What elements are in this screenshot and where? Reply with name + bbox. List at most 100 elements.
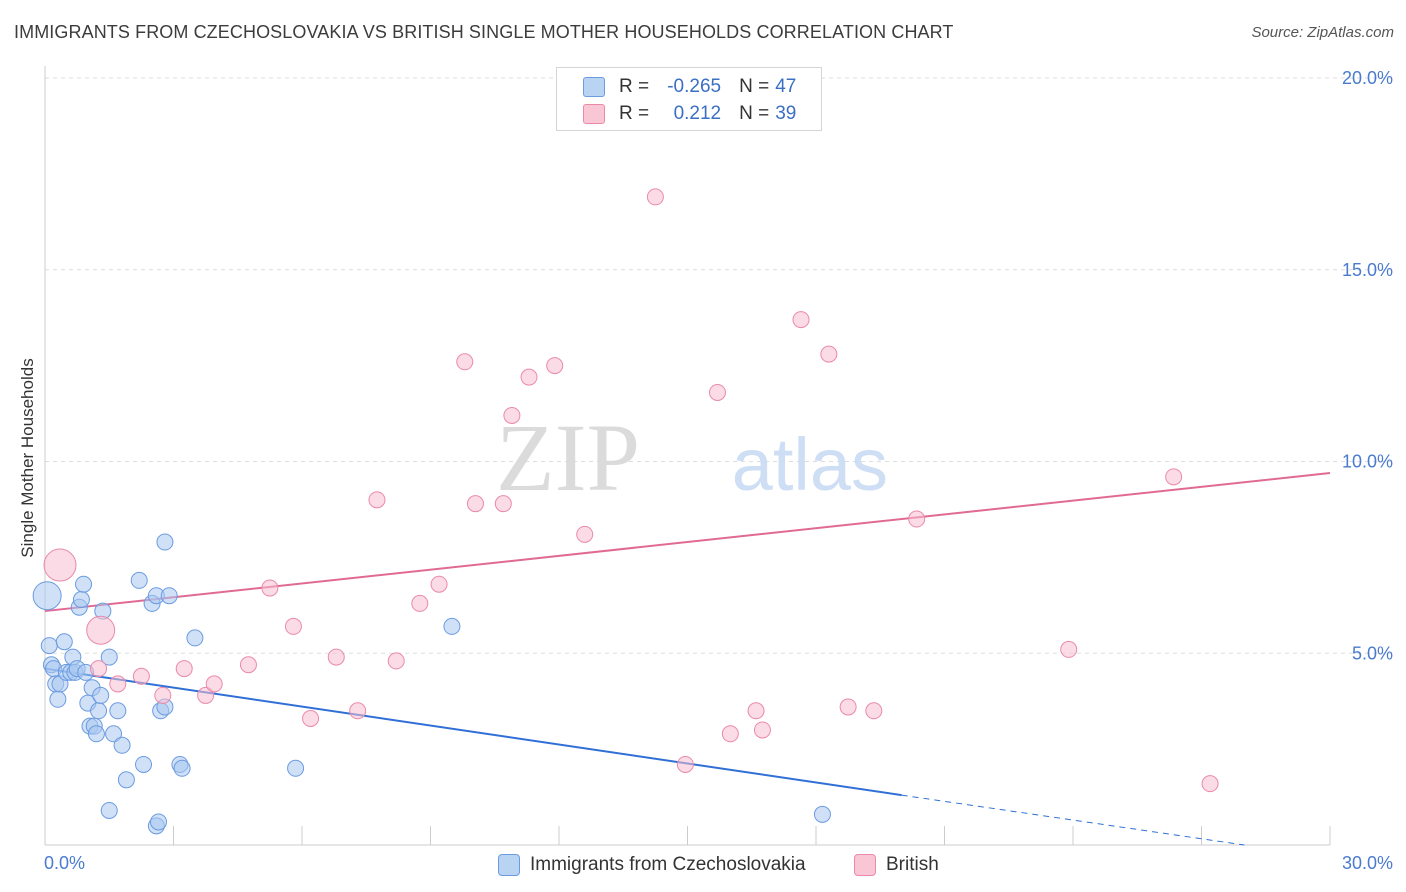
grid-lines	[45, 77, 1392, 654]
czechoslovakia-point	[150, 813, 168, 831]
watermark: ZIP atlas	[496, 404, 888, 511]
british-point	[327, 648, 345, 666]
czechoslovakia-point	[443, 617, 461, 635]
british-point	[908, 510, 926, 528]
czechoslovakia-point	[92, 686, 110, 704]
czechoslovakia-point	[75, 575, 93, 593]
british-point	[753, 721, 771, 739]
british-point	[175, 660, 193, 678]
czechoslovakia-point	[100, 801, 118, 819]
british-point	[239, 656, 257, 674]
legend-r-value: 0.212	[673, 103, 722, 124]
legend-r-label: R =	[619, 103, 650, 124]
czechoslovakia-point	[156, 533, 174, 551]
british-point	[747, 702, 765, 720]
legend-row-czechoslovakia: R = -0.265 N = 47	[557, 73, 796, 101]
british-point	[349, 702, 367, 720]
british-point	[132, 667, 150, 685]
british-point	[520, 368, 538, 386]
legend-n-value: 47	[775, 76, 797, 97]
y-tick-label: 10.0%	[1342, 452, 1393, 472]
british-point	[1201, 775, 1219, 793]
y-tick-label: 20.0%	[1342, 68, 1393, 88]
british-point	[546, 357, 564, 375]
british-point	[576, 525, 594, 543]
british-point	[261, 579, 279, 597]
british-point	[368, 491, 386, 509]
czechoslovakia-point	[130, 571, 148, 589]
british-point	[284, 617, 302, 635]
czechoslovakia-point	[135, 755, 153, 773]
y-tick-label: 5.0%	[1352, 643, 1393, 663]
watermark-atlas: atlas	[732, 423, 888, 506]
y-tick-label: 15.0%	[1342, 260, 1393, 280]
british-point	[90, 660, 108, 678]
czechoslovakia-point	[49, 690, 67, 708]
czechoslovakia-point	[113, 736, 131, 754]
legend-row-british: R = 0.212 N = 39	[557, 100, 796, 128]
blue-swatch-icon	[498, 854, 520, 876]
czechoslovakia-point	[173, 759, 191, 777]
czechoslovakia-point	[72, 591, 90, 609]
legend-r-value: -0.265	[667, 76, 722, 97]
czechoslovakia-point	[287, 759, 305, 777]
axes	[44, 66, 1331, 846]
british-point	[197, 686, 215, 704]
bottom-legend-czechoslovakia: Immigrants from Czechoslovakia	[498, 852, 806, 878]
british-point	[503, 406, 521, 424]
british-point	[205, 675, 223, 693]
czechoslovakia-point	[117, 771, 135, 789]
bottom-legend-british: British	[854, 852, 939, 878]
british-point	[154, 686, 172, 704]
tick-labels: 5.0% 10.0% 15.0% 20.0% 0.0% 30.0%	[44, 68, 1393, 873]
chart-title: IMMIGRANTS FROM CZECHOSLOVAKIA VS BRITIS…	[14, 22, 954, 42]
bottom-legend-label: Immigrants from Czechoslovakia	[530, 854, 806, 875]
data-points	[32, 188, 1219, 835]
czechoslovakia-trend-extension	[901, 794, 1245, 846]
british-point	[820, 345, 838, 363]
czechoslovakia-point	[40, 637, 58, 655]
british-point	[792, 311, 810, 329]
british-point	[387, 652, 405, 670]
czechoslovakia-point	[813, 805, 831, 823]
british-point	[646, 188, 664, 206]
czechoslovakia-point	[32, 581, 62, 611]
british-point	[1165, 468, 1183, 486]
trend-lines	[44, 472, 1331, 846]
british-point	[676, 755, 694, 773]
british-point	[302, 709, 320, 727]
british-point	[411, 594, 429, 612]
czechoslovakia-point	[87, 725, 105, 743]
blue-swatch-icon	[583, 77, 605, 97]
czechoslovakia-point	[105, 725, 123, 743]
czechoslovakia-point	[186, 629, 204, 647]
source-label: Source: ZipAtlas.com	[1251, 24, 1394, 41]
legend-n-value: 39	[775, 103, 797, 124]
british-point	[1060, 640, 1078, 658]
legend-n-label: N =	[739, 103, 770, 124]
british-point	[494, 495, 512, 513]
pink-swatch-icon	[854, 854, 876, 876]
british-point	[430, 575, 448, 593]
x-tick-label: 0.0%	[44, 853, 85, 873]
legend-r-label: R =	[619, 76, 650, 97]
watermark-zip: ZIP	[496, 404, 640, 511]
british-point	[43, 548, 77, 582]
czechoslovakia-point	[90, 702, 108, 720]
czechoslovakia-point	[55, 633, 73, 651]
british-point	[708, 383, 726, 401]
czechoslovakia-point	[109, 702, 127, 720]
correlation-legend: R = -0.265 N = 47 R = 0.212 N = 39	[556, 67, 822, 131]
british-point	[839, 698, 857, 716]
x-tick-label: 30.0%	[1342, 853, 1393, 873]
british-point	[466, 495, 484, 513]
bottom-legend-label: British	[886, 854, 939, 875]
legend-n-label: N =	[739, 76, 770, 97]
czechoslovakia-trend-line	[44, 667, 902, 797]
british-trend-line	[44, 472, 1331, 613]
british-point	[865, 702, 883, 720]
british-point	[109, 675, 127, 693]
british-point	[721, 725, 739, 743]
czechoslovakia-point	[160, 587, 178, 605]
